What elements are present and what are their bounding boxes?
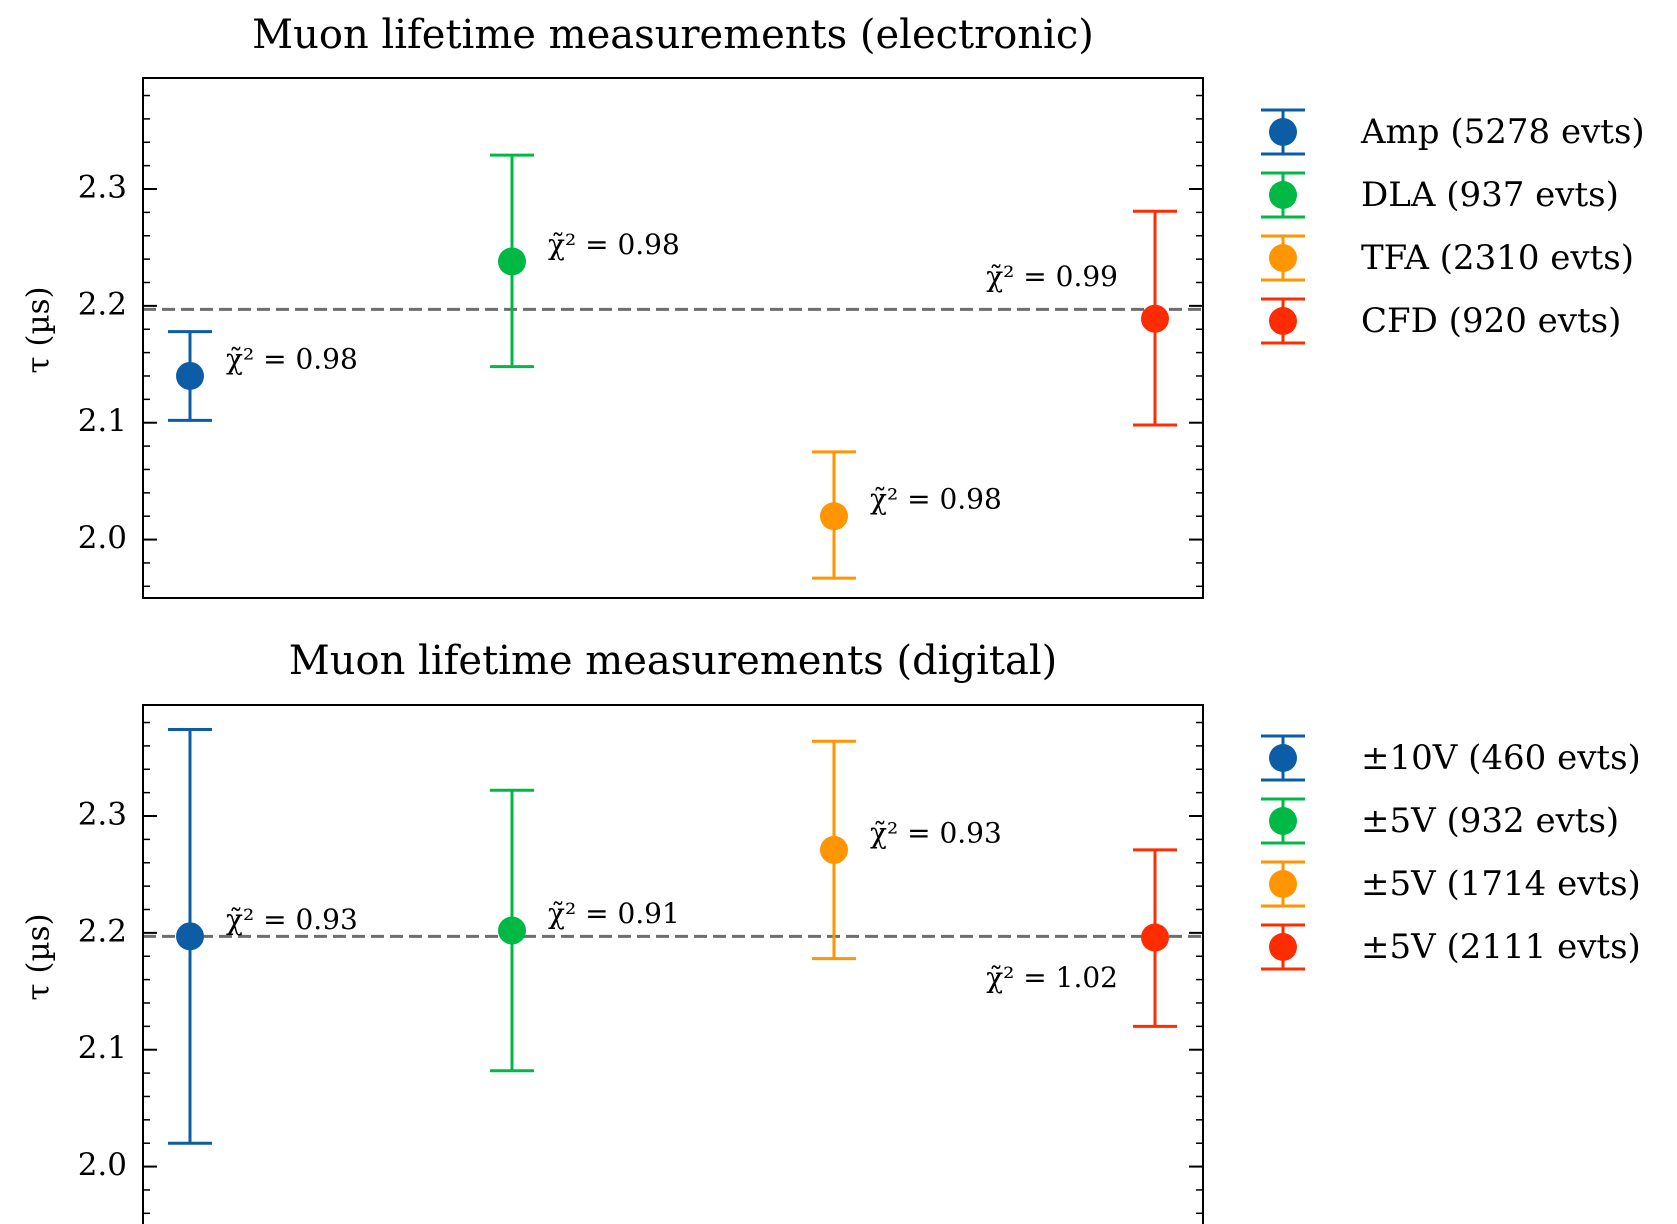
legend-item: ±10V (460 evts) <box>1261 734 1641 782</box>
legend-item: DLA (937 evts) <box>1261 171 1619 219</box>
data-point <box>1141 923 1169 952</box>
chart-panel-1: Muon lifetime measurements (electronic) τ… <box>21 12 1645 599</box>
legend-item: CFD (920 evts) <box>1261 297 1621 345</box>
legend-item: ±5V (2111 evts) <box>1261 923 1641 971</box>
legend-marker <box>1269 870 1297 898</box>
axes-frame <box>142 77 1204 599</box>
plot-area <box>168 728 1177 1145</box>
legend-label: DLA (937 evts) <box>1361 175 1619 215</box>
y-tick-label: 2.0 <box>78 520 127 556</box>
legend-marker <box>1269 244 1297 272</box>
chi-squared-annotation: χ̃² = 0.91 <box>548 897 680 930</box>
legend-item: Amp (5278 evts) <box>1261 108 1645 156</box>
y-tick-label: 2.0 <box>78 1147 127 1183</box>
legend-item: ±5V (1714 evts) <box>1261 860 1641 908</box>
y-tick-label: 2.3 <box>78 797 127 833</box>
legend-label: ±5V (932 evts) <box>1361 801 1619 841</box>
legend-label: CFD (920 evts) <box>1361 301 1621 341</box>
chart-title: Muon lifetime measurements (digital) <box>289 638 1057 684</box>
y-tick-label: 2.1 <box>78 1030 127 1066</box>
legend-marker <box>1269 307 1297 335</box>
chart-panel-2: Muon lifetime measurements (digital) τ (µ… <box>21 638 1641 1224</box>
data-point <box>820 835 848 864</box>
chi-squared-annotation: χ̃² = 0.93 <box>226 903 358 936</box>
y-tick-label: 2.2 <box>78 913 127 949</box>
y-tick-label: 2.1 <box>78 403 127 439</box>
legend-item: TFA (2310 evts) <box>1261 234 1634 282</box>
legend-marker <box>1269 744 1297 772</box>
legend-marker <box>1269 181 1297 209</box>
chi-squared-annotation: χ̃² = 0.98 <box>548 228 680 261</box>
legend-marker <box>1269 807 1297 835</box>
legend-marker <box>1269 118 1297 146</box>
chi-squared-annotation: χ̃² = 0.93 <box>870 816 1002 849</box>
data-point <box>498 916 526 945</box>
legend-label: ±10V (460 evts) <box>1361 738 1641 778</box>
legend: ±10V (460 evts) ±5V (932 evts) ±5V (1714 e… <box>1261 734 1641 971</box>
y-axis-label: τ (µs) <box>21 913 57 1000</box>
chi-squared-annotation: χ̃² = 1.02 <box>986 961 1118 994</box>
data-point <box>1141 304 1169 333</box>
legend-label: Amp (5278 evts) <box>1360 112 1645 152</box>
legend-label: ±5V (2111 evts) <box>1361 927 1641 967</box>
data-point <box>176 922 204 951</box>
data-point <box>820 502 848 531</box>
plot-area <box>168 153 1177 580</box>
chi-squared-annotation: χ̃² = 0.98 <box>870 483 1002 516</box>
data-point <box>498 247 526 276</box>
data-point <box>176 361 204 390</box>
chi-squared-annotation: χ̃² = 0.98 <box>226 342 358 375</box>
legend-item: ±5V (932 evts) <box>1261 797 1619 845</box>
chi-squared-annotation: χ̃² = 0.99 <box>986 260 1118 293</box>
y-tick-label: 2.3 <box>78 170 127 206</box>
y-axis-label: τ (µs) <box>21 286 57 373</box>
axes-frame <box>142 704 1204 1224</box>
legend-label: TFA (2310 evts) <box>1361 238 1634 278</box>
y-tick-label: 2.2 <box>78 286 127 322</box>
legend-marker <box>1269 933 1297 961</box>
legend-label: ±5V (1714 evts) <box>1361 864 1641 904</box>
chart-title: Muon lifetime measurements (electronic) <box>252 12 1094 58</box>
legend: Amp (5278 evts) DLA (937 evts) TFA (2310 e… <box>1261 108 1645 345</box>
